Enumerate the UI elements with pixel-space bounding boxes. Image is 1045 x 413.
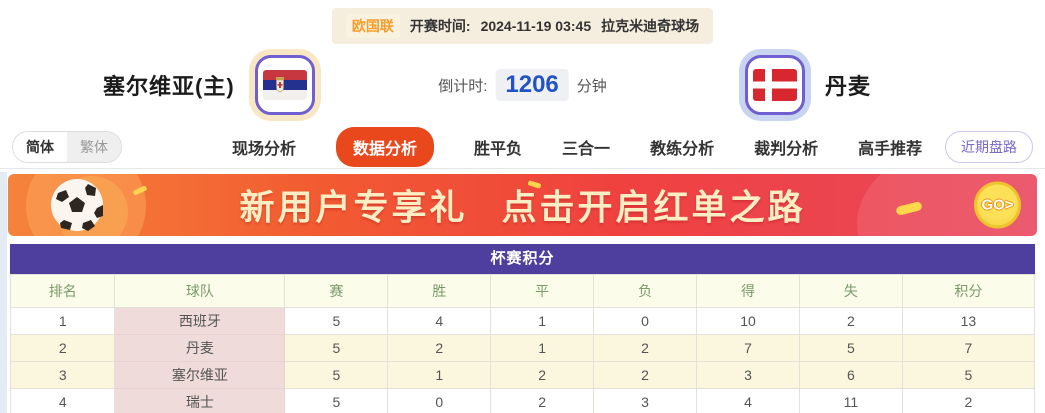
table-title: 杯赛积分 — [10, 244, 1035, 274]
league-badge: 欧国联 — [345, 14, 400, 38]
stat-cell: 0 — [387, 388, 492, 413]
lang-traditional-button[interactable]: 繁体 — [67, 132, 121, 162]
kickoff-label: 开赛时间: — [409, 18, 471, 34]
stat-cell: 2 — [490, 388, 595, 413]
stat-cell: 5 — [284, 307, 389, 335]
header-points: 积分 — [901, 274, 1036, 308]
language-toggle: 简体 繁体 — [12, 131, 122, 163]
home-team-name: 塞尔维亚(主) — [103, 74, 235, 99]
table-row: 3 塞尔维亚 5 1 2 2 3 6 5 — [9, 361, 1036, 389]
stat-cell: 2 — [901, 388, 1036, 413]
stat-cell: 5 — [798, 334, 903, 362]
recent-trend-button[interactable]: 近期盘路 — [945, 131, 1033, 163]
tab-data-analysis[interactable]: 数据分析 — [336, 127, 435, 167]
kickoff-time: 2024-11-19 03:45 — [480, 18, 592, 34]
table-row: 2 丹麦 5 2 1 2 7 5 7 — [9, 334, 1036, 362]
stat-cell: 2 — [490, 361, 595, 389]
rank-cell: 3 — [9, 361, 116, 389]
stat-cell: 5 — [284, 361, 389, 389]
header-rank: 排名 — [9, 274, 116, 308]
standings-body: 1 西班牙 5 4 1 0 10 2 13 2 丹麦 5 2 1 2 7 5 7 3 塞尔维亚 5 1 2 2 3 6 5 4 瑞士 5 0… — [9, 307, 1036, 413]
rank-cell: 4 — [9, 388, 116, 413]
stat-cell: 2 — [798, 307, 903, 335]
stat-cell: 4 — [387, 307, 492, 335]
lang-simplified-button[interactable]: 简体 — [13, 132, 67, 162]
team-cell: 塞尔维亚 — [114, 361, 286, 389]
stat-cell: 0 — [593, 307, 698, 335]
countdown: 倒计时: 1206 分钟 — [438, 69, 607, 101]
stat-cell: 10 — [696, 307, 800, 335]
header-won: 胜 — [387, 274, 492, 308]
promo-banner[interactable]: 新用户专享礼 点击开启红单之路 GO> — [8, 174, 1037, 236]
denmark-flag-icon — [745, 55, 805, 115]
stat-cell: 3 — [696, 361, 800, 389]
cup-standings-section: 杯赛积分 排名 球队 赛 胜 平 负 得 失 积分 — [9, 244, 1036, 413]
rank-cell: 2 — [9, 334, 116, 362]
header-goals-against: 失 — [798, 274, 903, 308]
go-button[interactable]: GO> — [974, 181, 1021, 229]
stat-cell: 2 — [593, 361, 698, 389]
stat-cell: 7 — [901, 334, 1036, 362]
stat-cell: 4 — [696, 388, 800, 413]
stat-cell: 5 — [284, 334, 389, 362]
table-row: 1 西班牙 5 4 1 0 10 2 13 — [9, 307, 1036, 335]
tab-win-draw-lose[interactable]: 胜平负 — [474, 141, 523, 158]
stat-cell: 3 — [593, 388, 698, 413]
match-header: 塞尔维亚(主) 倒计时: 1206 分钟 — [0, 44, 1045, 126]
table-row: 4 瑞士 5 0 2 3 4 11 2 — [9, 388, 1036, 413]
soccer-ball-icon — [50, 178, 104, 236]
analysis-tabs: 现场分析 数据分析 胜平负 三合一 教练分析 裁判分析 高手推荐 — [232, 127, 922, 167]
rank-cell: 1 — [9, 307, 116, 335]
header-lost: 负 — [593, 274, 698, 308]
tab-live-analysis[interactable]: 现场分析 — [232, 141, 297, 158]
venue: 拉克米迪奇球场 — [601, 18, 700, 34]
match-info-strip: 欧国联 开赛时间: 2024-11-19 03:45 拉克米迪奇球场 — [331, 8, 714, 44]
stat-cell: 5 — [901, 361, 1036, 389]
stat-cell: 1 — [490, 334, 595, 362]
stat-cell: 1 — [490, 307, 595, 335]
header-drawn: 平 — [490, 274, 595, 308]
away-team-block: 丹麦 — [745, 55, 871, 115]
stat-cell: 13 — [901, 307, 1036, 335]
top-strip-wrap: 欧国联 开赛时间: 2024-11-19 03:45 拉克米迪奇球场 — [0, 0, 1045, 44]
away-team-name: 丹麦 — [825, 74, 872, 99]
countdown-unit: 分钟 — [576, 77, 607, 95]
nav-bar: 简体 繁体 现场分析 数据分析 胜平负 三合一 教练分析 裁判分析 高手推荐 近… — [0, 126, 1045, 169]
serbia-flag-icon — [254, 55, 315, 115]
tab-coach-analysis[interactable]: 教练分析 — [650, 141, 715, 158]
stat-cell: 1 — [387, 361, 492, 389]
stat-cell: 5 — [284, 388, 389, 413]
stat-cell: 2 — [593, 334, 698, 362]
tab-referee-analysis[interactable]: 裁判分析 — [754, 141, 819, 158]
header-goals-for: 得 — [696, 274, 800, 308]
countdown-label: 倒计时: — [438, 77, 488, 95]
table-header-row: 排名 球队 赛 胜 平 负 得 失 积分 — [9, 274, 1036, 308]
tab-three-in-one[interactable]: 三合一 — [562, 141, 611, 158]
stat-cell: 11 — [798, 388, 903, 413]
page-left-gutter — [0, 172, 7, 413]
team-cell: 瑞士 — [114, 388, 286, 413]
countdown-value: 1206 — [495, 69, 569, 101]
banner-text-part2: 点击开启红单之路 — [501, 188, 806, 228]
team-cell: 西班牙 — [114, 307, 286, 335]
tab-expert-picks[interactable]: 高手推荐 — [858, 141, 923, 158]
standings-table: 排名 球队 赛 胜 平 负 得 失 积分 1 西班牙 5 4 1 0 10 2 13 2 丹麦 5 2 1… — [9, 274, 1036, 413]
team-cell: 丹麦 — [114, 334, 286, 362]
stat-cell: 7 — [696, 334, 800, 362]
header-team: 球队 — [114, 274, 286, 308]
banner-text: 新用户专享礼 点击开启红单之路 — [8, 180, 1037, 231]
home-team-block: 塞尔维亚(主) — [103, 55, 315, 115]
banner-text-part1: 新用户专享礼 — [239, 188, 468, 228]
stat-cell: 2 — [387, 334, 492, 362]
header-played: 赛 — [284, 274, 389, 308]
stat-cell: 6 — [798, 361, 903, 389]
